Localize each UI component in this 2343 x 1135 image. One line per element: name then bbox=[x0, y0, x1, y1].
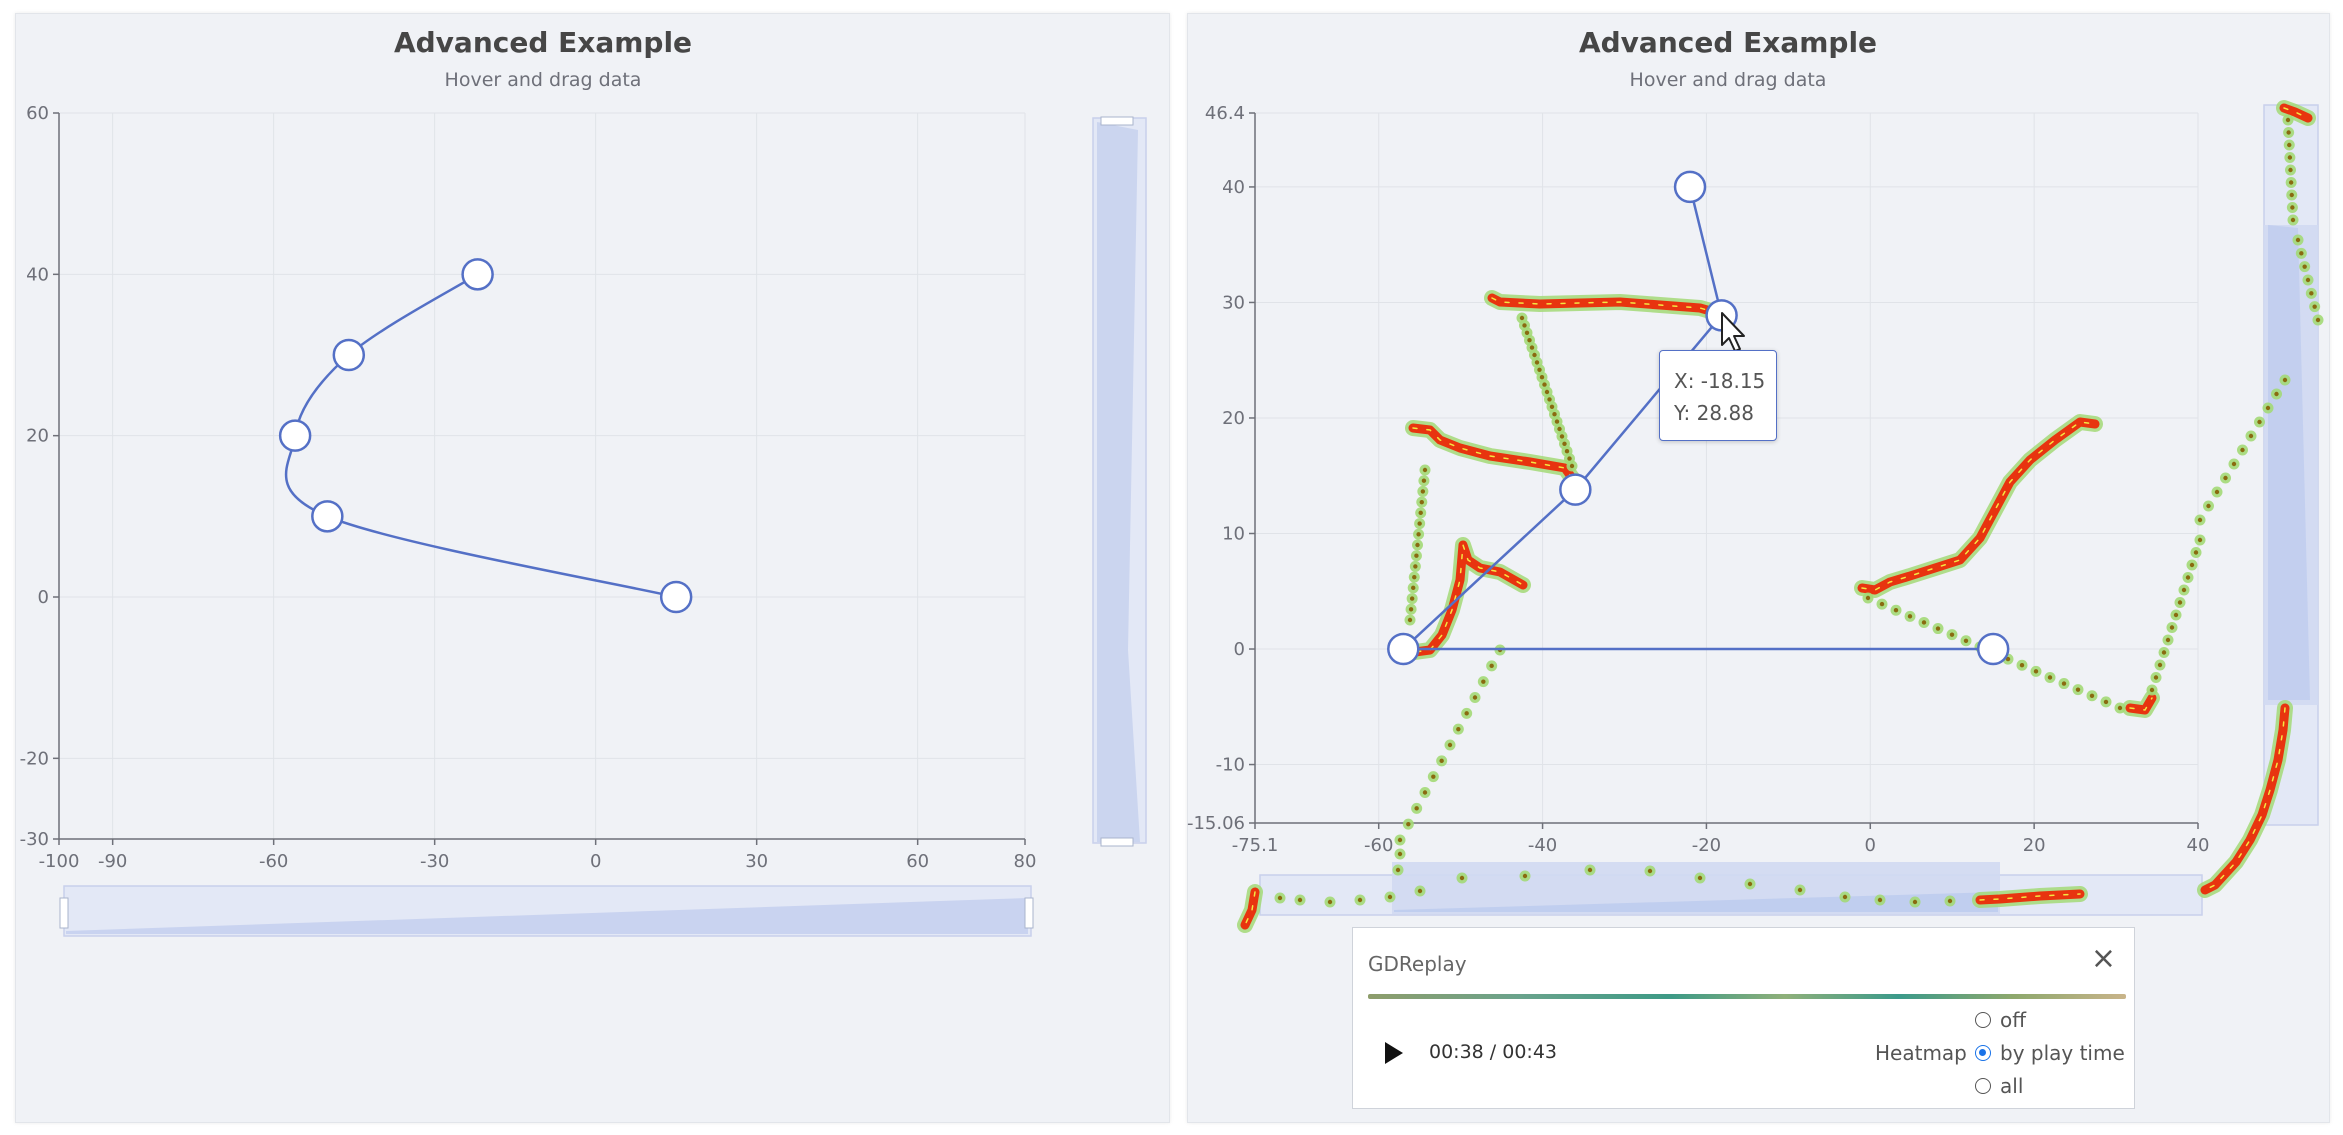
left-x-datazoom-right-handle[interactable] bbox=[1024, 897, 1034, 929]
close-icon[interactable]: × bbox=[2090, 941, 2116, 976]
left-x-tick-label: 60 bbox=[906, 851, 929, 872]
radio-all[interactable] bbox=[1975, 1078, 1991, 1094]
gdreplay-panel: GDReplay × 00:38 / 00:43 Heatmap off by … bbox=[1352, 927, 2135, 1109]
right-x-tick-label: -40 bbox=[1528, 835, 1557, 856]
left-y-tick-label: 40 bbox=[26, 264, 49, 285]
right-data-point-2[interactable] bbox=[1559, 473, 1592, 506]
left-y-tick-label: -20 bbox=[20, 748, 49, 769]
data-point-tooltip: X: -18.15 Y: 28.88 bbox=[1659, 350, 1777, 441]
heatmap-label: Heatmap bbox=[1875, 1041, 1967, 1065]
left-data-point-2[interactable] bbox=[278, 419, 312, 452]
left-x-tick-label: -30 bbox=[420, 851, 449, 872]
left-x-tick-label: -100 bbox=[39, 851, 80, 872]
right-y-tick-label: 30 bbox=[1222, 292, 1245, 313]
right-y-tick-label: 40 bbox=[1222, 177, 1245, 198]
heatmap-option-by-play-time[interactable]: by play time bbox=[1975, 1041, 2125, 1065]
left-y-tick-label: 0 bbox=[38, 587, 49, 608]
left-y-datazoom-bottom-handle[interactable] bbox=[1100, 837, 1134, 847]
left-x-datazoom-left-handle[interactable] bbox=[59, 897, 69, 929]
right-data-point-4[interactable] bbox=[1673, 170, 1707, 204]
tooltip-x-value: X: -18.15 bbox=[1674, 369, 1766, 393]
right-grid bbox=[1255, 112, 2199, 823]
heatmap-option-by-play-time-label: by play time bbox=[2000, 1041, 2125, 1065]
heatmap-option-off-label: off bbox=[2000, 1008, 2027, 1032]
right-y-tick-label: 10 bbox=[1222, 524, 1245, 545]
left-axes: -100 -90 -60 -30 0 30 60 80 -30 -20 0 20 40 60 bbox=[20, 103, 1037, 872]
right-y-tick-label: -15.06 bbox=[1187, 813, 1245, 834]
left-y-datazoom[interactable] bbox=[1092, 116, 1147, 847]
right-data-point-1[interactable] bbox=[1387, 632, 1420, 666]
radio-by-play-time[interactable] bbox=[1975, 1045, 1991, 1061]
right-x-tick-label: 40 bbox=[2187, 835, 2210, 856]
right-y-tick-label: -10 bbox=[1216, 755, 1245, 776]
left-data-point-4[interactable] bbox=[461, 258, 494, 291]
left-chart-subtitle: Hover and drag data bbox=[445, 69, 642, 91]
left-x-tick-label: -60 bbox=[259, 851, 288, 872]
left-data-point-3[interactable] bbox=[332, 338, 366, 372]
left-grid bbox=[59, 112, 1026, 839]
left-x-tick-label: -90 bbox=[98, 851, 127, 872]
left-x-tick-label: 30 bbox=[745, 851, 768, 872]
right-x-tick-label: 20 bbox=[2023, 835, 2046, 856]
right-axes: -75.1 -60 -40 -20 0 20 40 -15.06 -10 0 10 20 30 40 46.… bbox=[1187, 103, 2209, 856]
left-x-datazoom[interactable] bbox=[59, 885, 1034, 937]
heatmap-option-all[interactable]: all bbox=[1975, 1074, 2023, 1098]
left-data-point-1[interactable] bbox=[311, 500, 344, 533]
right-chart-title: Advanced Example bbox=[1579, 26, 1877, 59]
right-x-tick-label: -60 bbox=[1364, 835, 1393, 856]
right-x-tick-label: -20 bbox=[1692, 835, 1721, 856]
right-chart-subtitle: Hover and drag data bbox=[1630, 69, 1827, 91]
left-y-datazoom-top-handle[interactable] bbox=[1100, 116, 1134, 126]
play-icon[interactable] bbox=[1385, 1042, 1403, 1064]
mouse-heatmap-overlay bbox=[1237, 100, 2324, 933]
right-x-tick-label: 0 bbox=[1865, 835, 1876, 856]
right-x-tick-label: -75.1 bbox=[1232, 835, 1279, 856]
right-y-tick-label: 20 bbox=[1222, 408, 1245, 429]
left-y-tick-label: -30 bbox=[20, 829, 49, 850]
left-x-tick-label: 80 bbox=[1014, 851, 1037, 872]
left-series-line bbox=[284, 273, 677, 599]
replay-timeline[interactable] bbox=[1368, 994, 2126, 999]
left-data-point-0[interactable] bbox=[659, 580, 693, 614]
heatmap-option-all-label: all bbox=[2000, 1074, 2024, 1098]
left-y-tick-label: 60 bbox=[26, 103, 49, 124]
radio-off[interactable] bbox=[1975, 1012, 1991, 1028]
heatmap-option-off[interactable]: off bbox=[1975, 1008, 2026, 1032]
left-x-tick-label: 0 bbox=[590, 851, 601, 872]
right-y-tick-label: 0 bbox=[1234, 639, 1245, 660]
left-chart-title: Advanced Example bbox=[394, 26, 692, 59]
gdreplay-title: GDReplay bbox=[1368, 952, 1467, 976]
right-series bbox=[1387, 170, 2010, 666]
replay-time: 00:38 / 00:43 bbox=[1429, 1041, 1557, 1063]
right-data-point-0[interactable] bbox=[1976, 632, 2010, 666]
left-chart-panel bbox=[15, 13, 1170, 1123]
left-y-tick-label: 20 bbox=[26, 426, 49, 447]
right-y-tick-label: 46.4 bbox=[1205, 103, 1245, 124]
tooltip-y-value: Y: 28.88 bbox=[1674, 401, 1754, 425]
left-series bbox=[278, 258, 693, 614]
